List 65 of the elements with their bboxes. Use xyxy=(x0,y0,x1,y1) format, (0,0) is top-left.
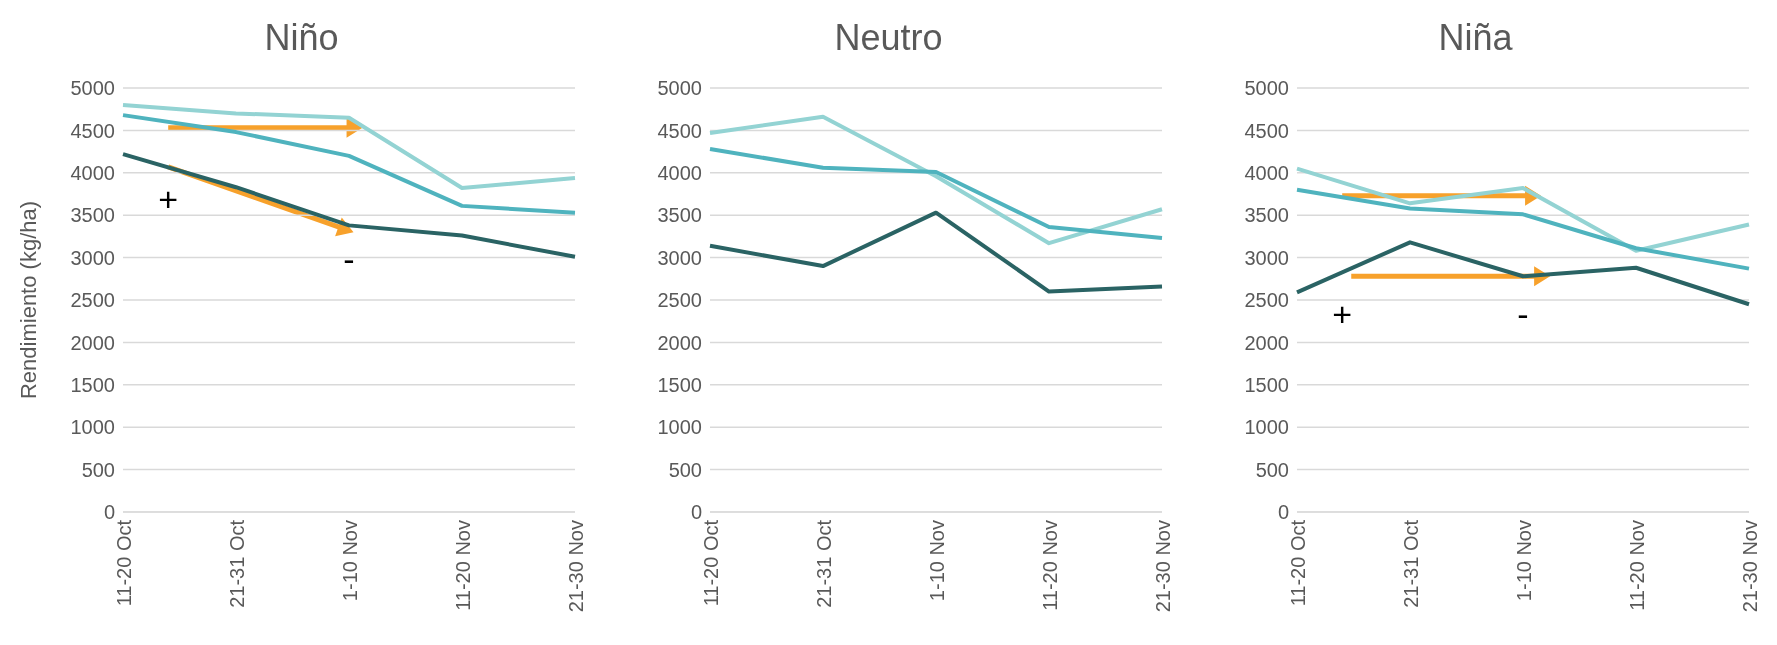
y-tick-label: 5000 xyxy=(1244,77,1289,100)
y-axis-title: Rendimiento (kg/ha) xyxy=(15,200,41,400)
line-series xyxy=(121,113,577,215)
x-tick-label: 1-10 Nov xyxy=(926,520,949,602)
chart-title: Niño xyxy=(263,16,340,60)
y-tick-label: 1500 xyxy=(70,373,115,396)
y-tick-label: 4500 xyxy=(70,119,115,142)
y-tick-label: 500 xyxy=(668,458,702,481)
line-series xyxy=(1295,240,1751,307)
y-tick-label: 3500 xyxy=(1244,204,1289,227)
x-tick-label: 11-20 Oct xyxy=(113,519,136,607)
y-tick-label: 2000 xyxy=(70,331,115,354)
line-series xyxy=(708,210,1164,294)
y-tick-label: 500 xyxy=(81,458,115,481)
x-tick-label: 11-20 Nov xyxy=(1039,520,1062,611)
y-tick-label: 4500 xyxy=(657,119,702,142)
annotation: + xyxy=(1332,294,1353,333)
y-tick-label: 5000 xyxy=(657,77,702,100)
y-tick-label: 3500 xyxy=(70,204,115,227)
x-tick-label: 1-10 Nov xyxy=(1513,520,1536,602)
x-tick-label: 21-31 Oct xyxy=(1400,519,1423,608)
y-tick-label: 4000 xyxy=(657,161,702,184)
y-tick-label: 3000 xyxy=(70,246,115,269)
x-tick-label: 21-30 Nov xyxy=(565,520,588,613)
y-tick-label: 4000 xyxy=(1244,161,1289,184)
x-tick-label: 21-30 Nov xyxy=(1739,520,1762,613)
y-tick-label: 0 xyxy=(1277,501,1289,524)
x-tick-label: 21-31 Oct xyxy=(226,519,249,608)
x-tick-label: 11-20 Oct xyxy=(1287,519,1310,607)
line-series xyxy=(121,102,577,191)
y-tick-label: 2500 xyxy=(1244,289,1289,312)
y-tick-label: 1500 xyxy=(1244,373,1289,396)
y-tick-label: 3500 xyxy=(657,204,702,227)
y-tick-label: 1000 xyxy=(1244,416,1289,439)
y-tick-label: 2500 xyxy=(70,289,115,312)
x-tick-label: 11-20 Nov xyxy=(1626,520,1649,611)
y-tick-label: 5000 xyxy=(70,77,115,100)
y-tick-label: 3000 xyxy=(1244,246,1289,269)
chart-title: Neutro xyxy=(833,16,944,60)
x-tick-label: 21-31 Oct xyxy=(813,519,836,608)
x-tick-label: 11-20 Oct xyxy=(700,519,723,607)
y-tick-label: 4500 xyxy=(1244,119,1289,142)
chart-title: Niña xyxy=(1437,16,1514,60)
y-tick-label: 1000 xyxy=(70,416,115,439)
line-series xyxy=(708,147,1164,241)
y-tick-label: 4000 xyxy=(70,161,115,184)
line-series xyxy=(1295,166,1751,253)
y-tick-label: 0 xyxy=(103,501,115,524)
y-tick-label: 2500 xyxy=(657,289,702,312)
line-series xyxy=(1295,187,1751,271)
annotation: - xyxy=(343,239,355,278)
y-tick-label: 0 xyxy=(690,501,702,524)
line-series xyxy=(121,152,577,259)
y-tick-label: 500 xyxy=(1255,458,1289,481)
x-tick-label: 1-10 Nov xyxy=(339,520,362,602)
x-tick-label: 21-30 Nov xyxy=(1152,520,1175,613)
x-tick-label: 11-20 Nov xyxy=(452,520,475,611)
y-tick-label: 3000 xyxy=(657,246,702,269)
y-tick-label: 2000 xyxy=(1244,331,1289,354)
y-tick-label: 2000 xyxy=(657,331,702,354)
annotation: - xyxy=(1517,294,1529,333)
line-series xyxy=(708,114,1164,246)
y-tick-label: 1500 xyxy=(657,373,702,396)
annotation: + xyxy=(158,180,179,219)
y-tick-label: 1000 xyxy=(657,416,702,439)
